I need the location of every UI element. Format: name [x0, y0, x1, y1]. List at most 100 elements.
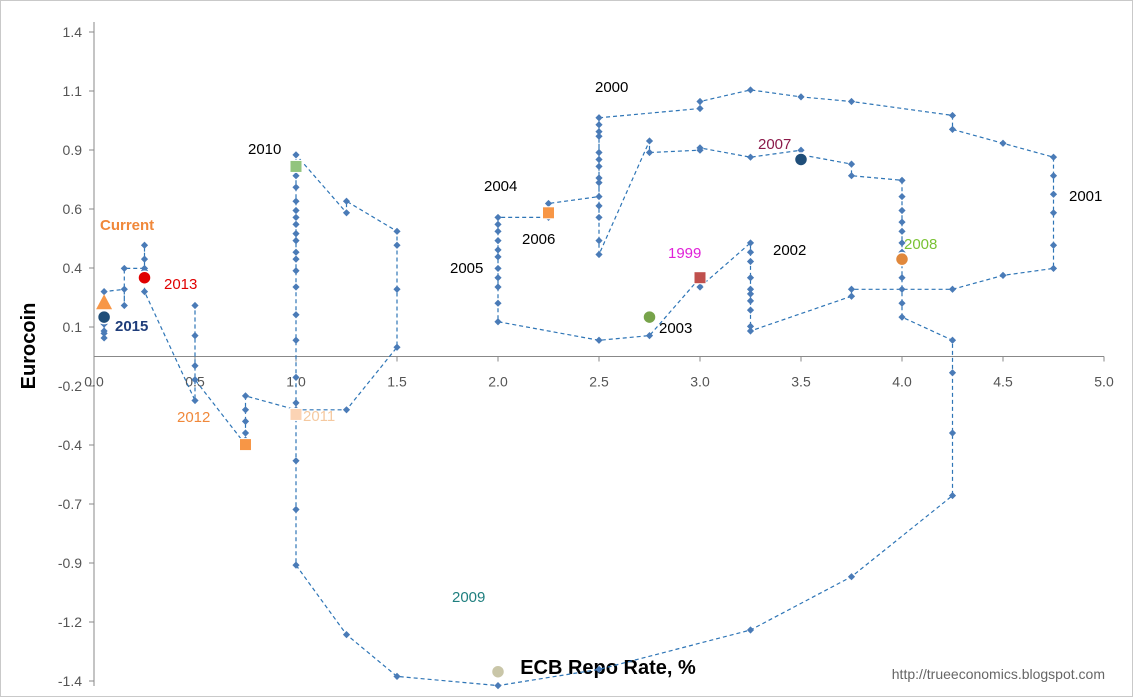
data-point: [191, 376, 199, 384]
data-point: [948, 491, 957, 500]
highlight-2003: [642, 309, 657, 325]
data-point: [898, 176, 906, 184]
label-2001: 2001: [1069, 188, 1102, 205]
x-tick-label: 5.0: [1094, 374, 1114, 390]
highlight-2010: [289, 159, 303, 173]
x-tick-label: 4.5: [993, 374, 1013, 390]
data-point: [797, 93, 805, 101]
data-point: [999, 271, 1007, 279]
highlight-2008: [894, 251, 910, 267]
x-tick-label: 2.0: [488, 374, 508, 390]
highlight-2007: [793, 152, 809, 167]
data-point: [342, 209, 351, 217]
data-point: [595, 202, 603, 210]
label-2013: 2013: [164, 276, 197, 293]
data-point: [898, 206, 906, 215]
data-point: [494, 264, 502, 273]
data-point: [847, 97, 856, 106]
data-point: [191, 332, 199, 340]
data-point: [696, 283, 704, 291]
data-point: [645, 332, 654, 340]
data-point: [898, 285, 906, 293]
data-point: [140, 255, 149, 263]
data-point: [120, 301, 128, 310]
credit-text: http://trueeconomics.blogspot.com: [892, 666, 1105, 682]
label-2012: 2012: [177, 409, 210, 426]
data-point: [1049, 241, 1058, 249]
label-2002: 2002: [773, 242, 806, 259]
highlight-2006: [542, 206, 555, 220]
data-point: [292, 237, 300, 245]
highlight-current: [96, 294, 113, 310]
highlight-2013: [137, 270, 152, 285]
x-tick-label: 0.0: [84, 374, 104, 390]
data-point: [746, 86, 755, 94]
data-point: [595, 132, 603, 140]
data-point: [292, 311, 300, 319]
data-point: [292, 206, 300, 215]
y-tick-label: 0.9: [63, 142, 83, 158]
data-point: [746, 322, 755, 330]
data-point: [948, 429, 957, 437]
data-point: [595, 128, 603, 136]
data-point: [292, 457, 300, 465]
data-point: [393, 227, 401, 235]
data-point: [847, 285, 856, 293]
data-point: [847, 292, 856, 300]
data-point: [292, 255, 300, 263]
data-point: [595, 336, 603, 344]
y-tick-label: 0.4: [63, 260, 83, 276]
data-point: [494, 283, 502, 291]
data-point: [746, 290, 755, 298]
data-point: [746, 285, 755, 293]
label-2015: 2015: [115, 318, 148, 335]
data-point: [948, 125, 957, 133]
data-point: [595, 174, 603, 182]
data-point: [746, 248, 755, 256]
data-point: [342, 631, 351, 639]
data-point: [342, 197, 351, 205]
label-2011: 2011: [303, 408, 335, 425]
highlight-2012: [239, 438, 252, 452]
data-point: [595, 665, 603, 674]
label-1999: 1999: [668, 245, 701, 262]
data-point: [393, 285, 401, 293]
data-point: [100, 334, 108, 342]
data-point: [292, 373, 300, 381]
y-tick-label: -1.4: [58, 673, 82, 689]
data-point: [494, 274, 502, 282]
data-point: [241, 392, 250, 400]
label-2000: 2000: [595, 79, 628, 96]
data-point: [494, 682, 502, 690]
data-point: [746, 306, 755, 314]
data-point: [746, 297, 755, 305]
label-2004: 2004: [484, 178, 517, 195]
x-tick-label: 3.5: [791, 374, 811, 390]
data-point: [494, 253, 502, 261]
data-point: [292, 283, 300, 291]
data-point: [393, 343, 401, 351]
data-point: [292, 267, 300, 275]
data-point: [595, 121, 603, 129]
highlight-2011: [289, 407, 303, 421]
data-point: [140, 264, 149, 273]
data-point: [191, 396, 199, 405]
data-point: [898, 192, 906, 201]
data-point: [898, 299, 906, 307]
data-point: [292, 183, 300, 191]
data-point: [241, 429, 250, 437]
data-point: [100, 327, 108, 335]
data-point: [847, 573, 856, 581]
data-point: [494, 213, 502, 222]
x-tick-label: 1.0: [286, 374, 306, 390]
data-point: [292, 151, 300, 159]
data-point: [645, 148, 654, 157]
data-point: [191, 362, 199, 370]
data-point: [292, 561, 300, 569]
x-tick-label: 1.5: [387, 374, 407, 390]
data-point: [120, 285, 128, 293]
data-point: [342, 406, 351, 414]
y-tick-label: 0.1: [63, 319, 83, 335]
data-point: [999, 139, 1007, 147]
